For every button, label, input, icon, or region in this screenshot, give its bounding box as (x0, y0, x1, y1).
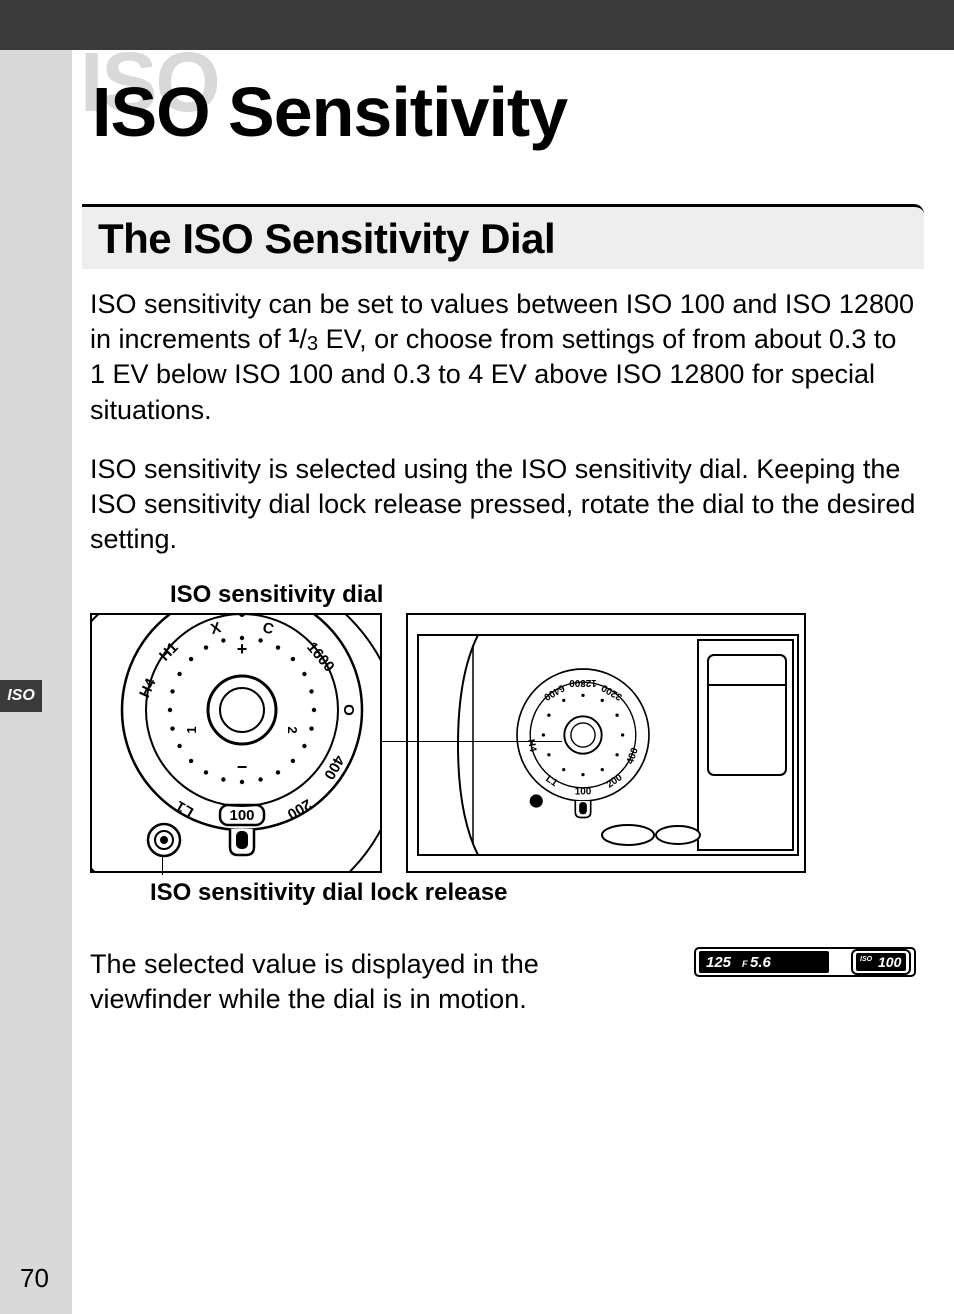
fraction-num: 1 (288, 325, 299, 347)
svg-text:ISO: ISO (860, 956, 873, 963)
side-tab-iso: ISO (0, 680, 42, 712)
svg-text:+: + (237, 639, 248, 659)
dial-label-bottom: ISO sensitivity dial lock release (150, 879, 916, 907)
svg-text:O: O (340, 704, 357, 716)
connector-line (382, 741, 562, 742)
svg-text:100: 100 (229, 807, 254, 824)
viewfinder-row: The selected value is displayed in the v… (82, 947, 924, 1017)
svg-text:12800: 12800 (569, 677, 597, 688)
svg-text:5.6: 5.6 (750, 954, 772, 971)
camera-top-svg: 12800 6400 3200 H4 L1 100 200 400 (408, 615, 806, 873)
dial-label-top: ISO sensitivity dial (170, 581, 916, 609)
page-title: ISO Sensitivity (92, 72, 567, 152)
viewfinder-display: 125 F 5.6 ISO 100 (694, 947, 916, 977)
svg-text:2: 2 (285, 726, 300, 733)
dial-closeup-svg: H4 H1 X C 1600 O 400 200 100 L1 (92, 615, 382, 873)
svg-text:100: 100 (575, 786, 592, 797)
svg-text:100: 100 (878, 954, 902, 970)
leader-line (162, 855, 163, 875)
diagram-area: ISO sensitivity dial (82, 581, 924, 907)
paragraph-3: The selected value is displayed in the v… (90, 947, 664, 1017)
svg-text:1: 1 (184, 726, 199, 733)
section-heading: The ISO Sensitivity Dial (82, 204, 924, 269)
paragraph-2: ISO sensitivity is selected using the IS… (82, 452, 924, 557)
svg-text:F: F (742, 959, 748, 969)
page-number: 70 (20, 1263, 49, 1294)
viewfinder-svg: 125 F 5.6 ISO 100 (694, 947, 916, 977)
page-title-block: ISO ISO Sensitivity (82, 64, 924, 164)
svg-text:−: − (237, 757, 248, 777)
figure-camera-top: 12800 6400 3200 H4 L1 100 200 400 (406, 613, 806, 873)
page-content: ISO ISO Sensitivity The ISO Sensitivity … (72, 50, 934, 1314)
fraction: 1/3 (288, 324, 318, 354)
svg-text:125: 125 (706, 954, 732, 971)
paragraph-1: ISO sensitivity can be set to values bet… (82, 287, 924, 428)
figure-dial-closeup: H4 H1 X C 1600 O 400 200 100 L1 (90, 613, 382, 873)
fraction-den: 3 (307, 333, 318, 355)
figure-row: H4 H1 X C 1600 O 400 200 100 L1 (90, 613, 916, 873)
